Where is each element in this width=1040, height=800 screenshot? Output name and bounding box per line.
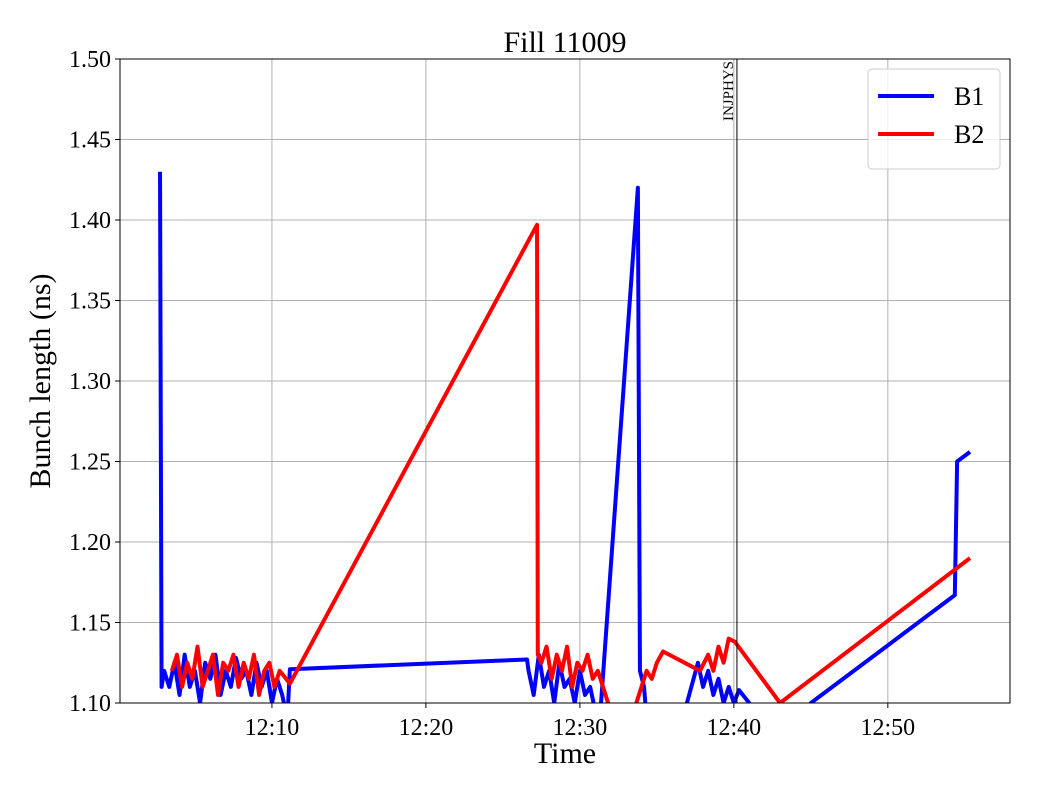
y-tick-label: 1.35 — [69, 289, 111, 315]
annotation-label: INJPHYS — [721, 61, 737, 121]
line-series — [684, 660, 752, 703]
line-series — [634, 556, 972, 703]
legend-label: B2 — [954, 120, 984, 149]
y-tick-label: 1.45 — [69, 128, 111, 154]
x-tick-label: 12:50 — [861, 715, 916, 741]
y-tick-label: 1.40 — [69, 208, 111, 234]
ticks: 1.10 1.15 1.20 1.25 1.30 1.35 1.40 1.45 1.50 12:1… — [69, 47, 915, 741]
legend-label: B1 — [954, 82, 984, 111]
y-tick-label: 1.15 — [69, 611, 111, 637]
y-axis-label: Bunch length (ns) — [24, 274, 57, 489]
chart-title: Fill 11009 — [503, 26, 626, 59]
plot-area — [158, 59, 972, 703]
y-tick-label: 1.20 — [69, 530, 111, 556]
x-tick-label: 12:30 — [553, 715, 608, 741]
line-series — [169, 222, 611, 703]
y-tick-label: 1.25 — [69, 450, 111, 476]
y-tick-label: 1.10 — [69, 691, 111, 717]
x-tick-label: 12:10 — [245, 715, 300, 741]
x-tick-label: 12:20 — [399, 715, 454, 741]
x-axis-label: Time — [534, 737, 596, 770]
line-series — [808, 450, 972, 703]
y-tick-label: 1.30 — [69, 369, 111, 395]
x-tick-label: 12:40 — [707, 715, 762, 741]
y-tick-label: 1.50 — [69, 47, 111, 73]
